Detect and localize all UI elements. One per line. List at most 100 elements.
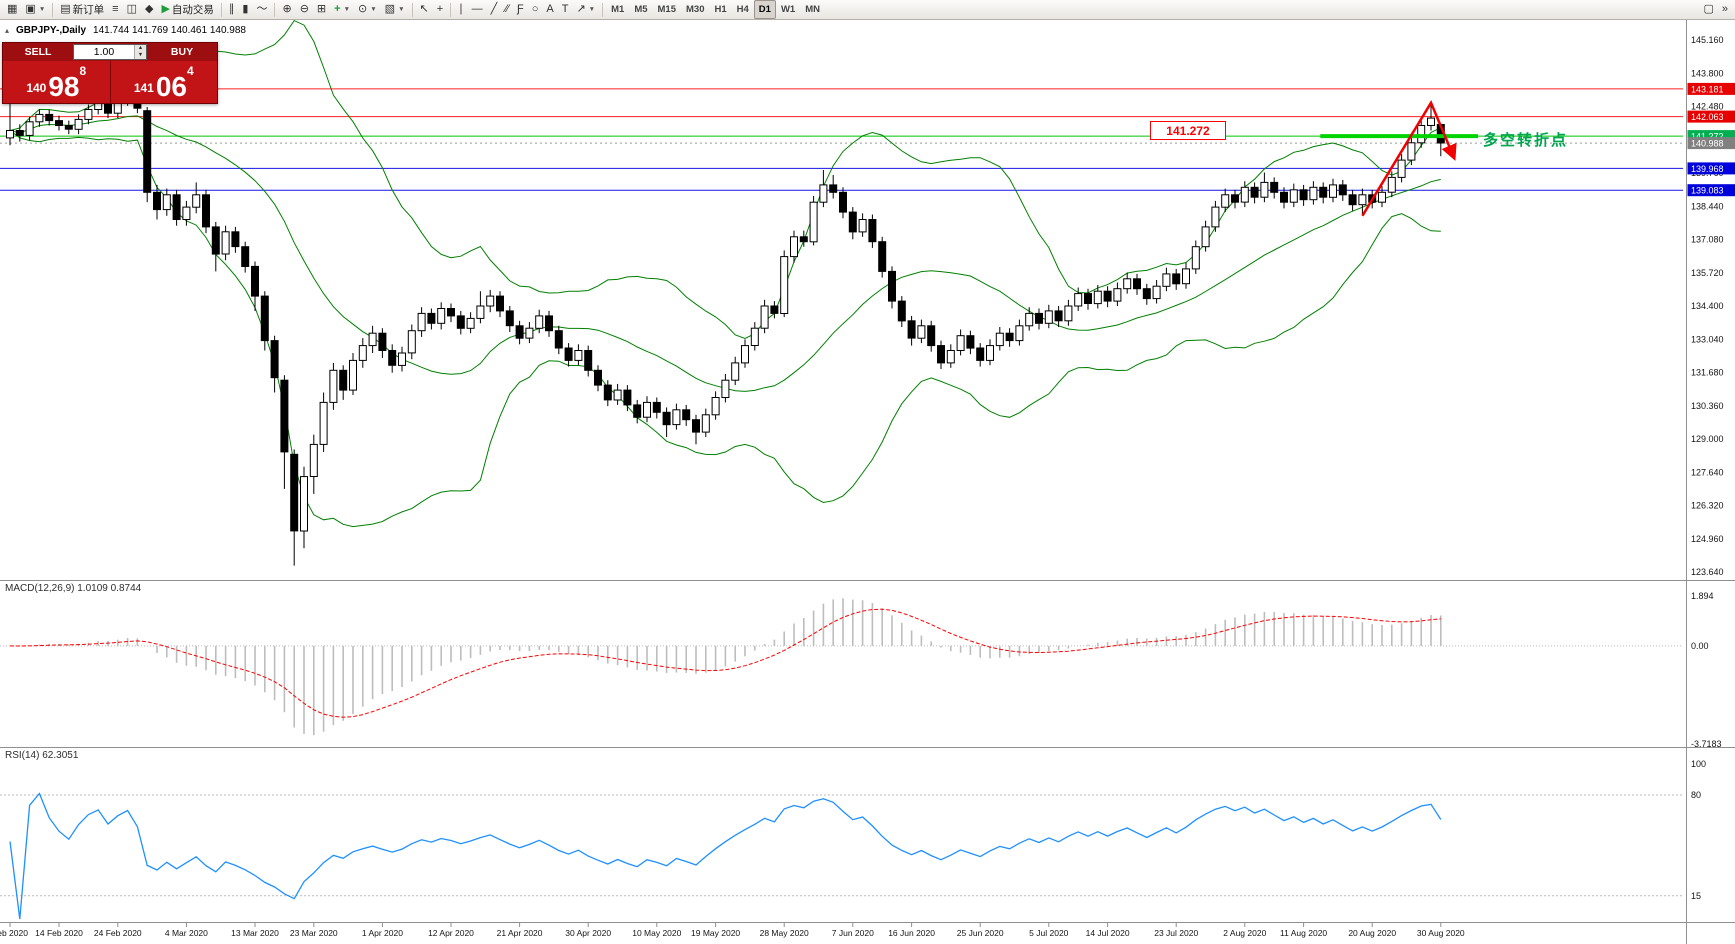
- autotrading-button-label: 自动交易: [171, 4, 214, 16]
- svg-text:0.00: 0.00: [1691, 641, 1709, 651]
- svg-text:2 Aug 2020: 2 Aug 2020: [1223, 928, 1266, 938]
- rsi-line: [9, 792, 1442, 920]
- new-order-button[interactable]: ▤ 新订单: [56, 0, 108, 19]
- trade-panel-prices: 140 98 8 141 06 4: [3, 61, 217, 103]
- svg-text:143.800: 143.800: [1691, 68, 1724, 78]
- autotrading-button[interactable]: ▶ 自动交易: [157, 0, 217, 19]
- sell-price-sup: 8: [79, 64, 87, 78]
- lot-size-input[interactable]: 1.00 ▲ ▼: [73, 44, 147, 60]
- timeframe-h4-button[interactable]: H4: [736, 4, 749, 15]
- candlestick-chart-icon: ▮: [242, 3, 249, 15]
- text-button[interactable]: A: [542, 0, 557, 19]
- svg-text:30 Apr 2020: 30 Apr 2020: [565, 928, 611, 938]
- periods-button[interactable]: ⊙ ▼: [354, 0, 381, 19]
- svg-text:124.960: 124.960: [1691, 534, 1724, 544]
- price-axis-badges: 143.181 142.063 141.272 139.968 139.083 140.9…: [1687, 82, 1735, 197]
- svg-text:80: 80: [1691, 790, 1701, 800]
- timeframe-m30-button[interactable]: M30: [686, 4, 705, 15]
- cursor-button[interactable]: ↖: [416, 0, 433, 19]
- buy-price[interactable]: 141 06 4: [111, 61, 218, 103]
- bar-chart-icon: ∥: [228, 3, 235, 15]
- candlestick-chart-button[interactable]: ▮: [238, 0, 252, 19]
- trend-arrow-annotation[interactable]: [1361, 100, 1457, 217]
- tile-windows-button[interactable]: ⊞: [313, 0, 330, 19]
- buy-button[interactable]: BUY: [170, 46, 194, 58]
- svg-text:4 Mar 2020: 4 Mar 2020: [165, 928, 208, 938]
- timeframe-w1-button[interactable]: W1: [780, 4, 796, 15]
- fullscreen-button[interactable]: ▢: [1699, 0, 1717, 19]
- zoom-in-button[interactable]: ⊕: [278, 0, 295, 19]
- macd-axis[interactable]: 1.894 0.00 -3.7183: [1691, 591, 1722, 749]
- profiles-button[interactable]: ▣ ▼: [21, 0, 49, 19]
- indicators-button[interactable]: + ▼: [330, 0, 354, 19]
- buy-price-small: 141: [133, 81, 154, 95]
- svg-text:142.480: 142.480: [1691, 102, 1724, 112]
- timeframe-m15-button[interactable]: M15: [657, 4, 676, 15]
- sell-price-big: 98: [48, 70, 80, 102]
- lot-decrease-button[interactable]: ▼: [135, 52, 146, 59]
- templates-button[interactable]: ▧ ▼: [381, 0, 409, 19]
- channel-icon: ∕∕: [505, 3, 509, 15]
- buy-price-big: 06: [155, 70, 187, 102]
- rsi-values: 62.3051: [42, 750, 79, 761]
- cursor-icon: ↖: [419, 3, 429, 15]
- line-chart-button[interactable]: ～: [252, 0, 271, 19]
- svg-text:14 Jul 2020: 14 Jul 2020: [1086, 928, 1130, 938]
- navigator-icon: ◆: [144, 3, 154, 15]
- market-watch-icon: ≡: [112, 3, 119, 15]
- svg-text:137.080: 137.080: [1691, 235, 1724, 245]
- arrow-tools-button[interactable]: ↗ ▼: [572, 0, 599, 19]
- horizontal-line-button[interactable]: —: [468, 0, 487, 19]
- text-label-button[interactable]: T: [558, 0, 573, 19]
- market-watch-button[interactable]: ≡: [108, 0, 122, 19]
- lot-spinner: ▲ ▼: [134, 45, 146, 59]
- channel-button[interactable]: ∕∕: [501, 0, 513, 19]
- bar-chart-button[interactable]: ∥: [225, 0, 239, 19]
- data-window-button[interactable]: ◫: [123, 0, 141, 19]
- zoom-out-button[interactable]: ⊖: [296, 0, 313, 19]
- navigator-button[interactable]: ◆: [141, 0, 157, 19]
- svg-text:129.000: 129.000: [1691, 434, 1724, 444]
- indicators-icon: +: [334, 3, 341, 15]
- tick-direction-icon: ▴: [5, 26, 10, 35]
- timeframe-m5-button[interactable]: M5: [634, 4, 648, 15]
- timeframe-m1-button[interactable]: M1: [611, 4, 625, 15]
- sell-price[interactable]: 140 98 8: [3, 61, 111, 103]
- svg-text:143.181: 143.181: [1691, 84, 1724, 94]
- macd-values: 1.0109 0.8744: [77, 583, 142, 594]
- svg-text:20 Aug 2020: 20 Aug 2020: [1348, 928, 1396, 938]
- new-chart-button[interactable]: ▦: [3, 0, 21, 19]
- svg-text:139.968: 139.968: [1691, 164, 1724, 174]
- price-callout[interactable]: 141.272: [1150, 121, 1226, 140]
- svg-text:133.040: 133.040: [1691, 334, 1724, 344]
- timeframe-mn-button[interactable]: MN: [805, 4, 820, 15]
- timeframe-d1-button[interactable]: D1: [753, 0, 776, 19]
- fibonacci-icon: Ƒ: [516, 3, 524, 15]
- time-axis[interactable]: Feb 2020 14 Feb 2020 24 Feb 2020 4 Mar 2020…: [0, 922, 1465, 939]
- periods-icon: ⊙: [358, 3, 368, 15]
- ohlc-values: 141.744 141.769 140.461 140.988: [93, 25, 246, 36]
- toolbar-divider: [450, 2, 452, 17]
- timeframe-h1-button[interactable]: H1: [714, 4, 727, 15]
- scroll-end-button[interactable]: »: [1718, 0, 1732, 19]
- vertical-line-icon: ∣: [458, 3, 464, 15]
- trendline-button[interactable]: ╱: [487, 0, 502, 19]
- autotrading-icon: ▶: [161, 3, 170, 15]
- fibonacci-button[interactable]: Ƒ: [513, 0, 528, 19]
- toolbar-divider: [274, 2, 276, 17]
- trendline-icon: ╱: [490, 3, 498, 15]
- svg-text:127.640: 127.640: [1691, 467, 1724, 477]
- vertical-line-button[interactable]: ∣: [454, 0, 468, 19]
- lot-increase-button[interactable]: ▲: [135, 45, 146, 52]
- svg-text:142.063: 142.063: [1691, 112, 1724, 122]
- macd-name: MACD(12,26,9): [5, 583, 75, 594]
- rsi-level-lines: [0, 794, 1683, 897]
- svg-text:25 Jun 2020: 25 Jun 2020: [957, 928, 1004, 938]
- candles: [6, 73, 1445, 566]
- sell-button[interactable]: SELL: [24, 46, 52, 58]
- svg-text:23 Jul 2020: 23 Jul 2020: [1154, 928, 1198, 938]
- shapes-button[interactable]: ○: [528, 0, 543, 19]
- crosshair-button[interactable]: +: [433, 0, 447, 19]
- rsi-axis[interactable]: 100 80 15: [1691, 759, 1706, 901]
